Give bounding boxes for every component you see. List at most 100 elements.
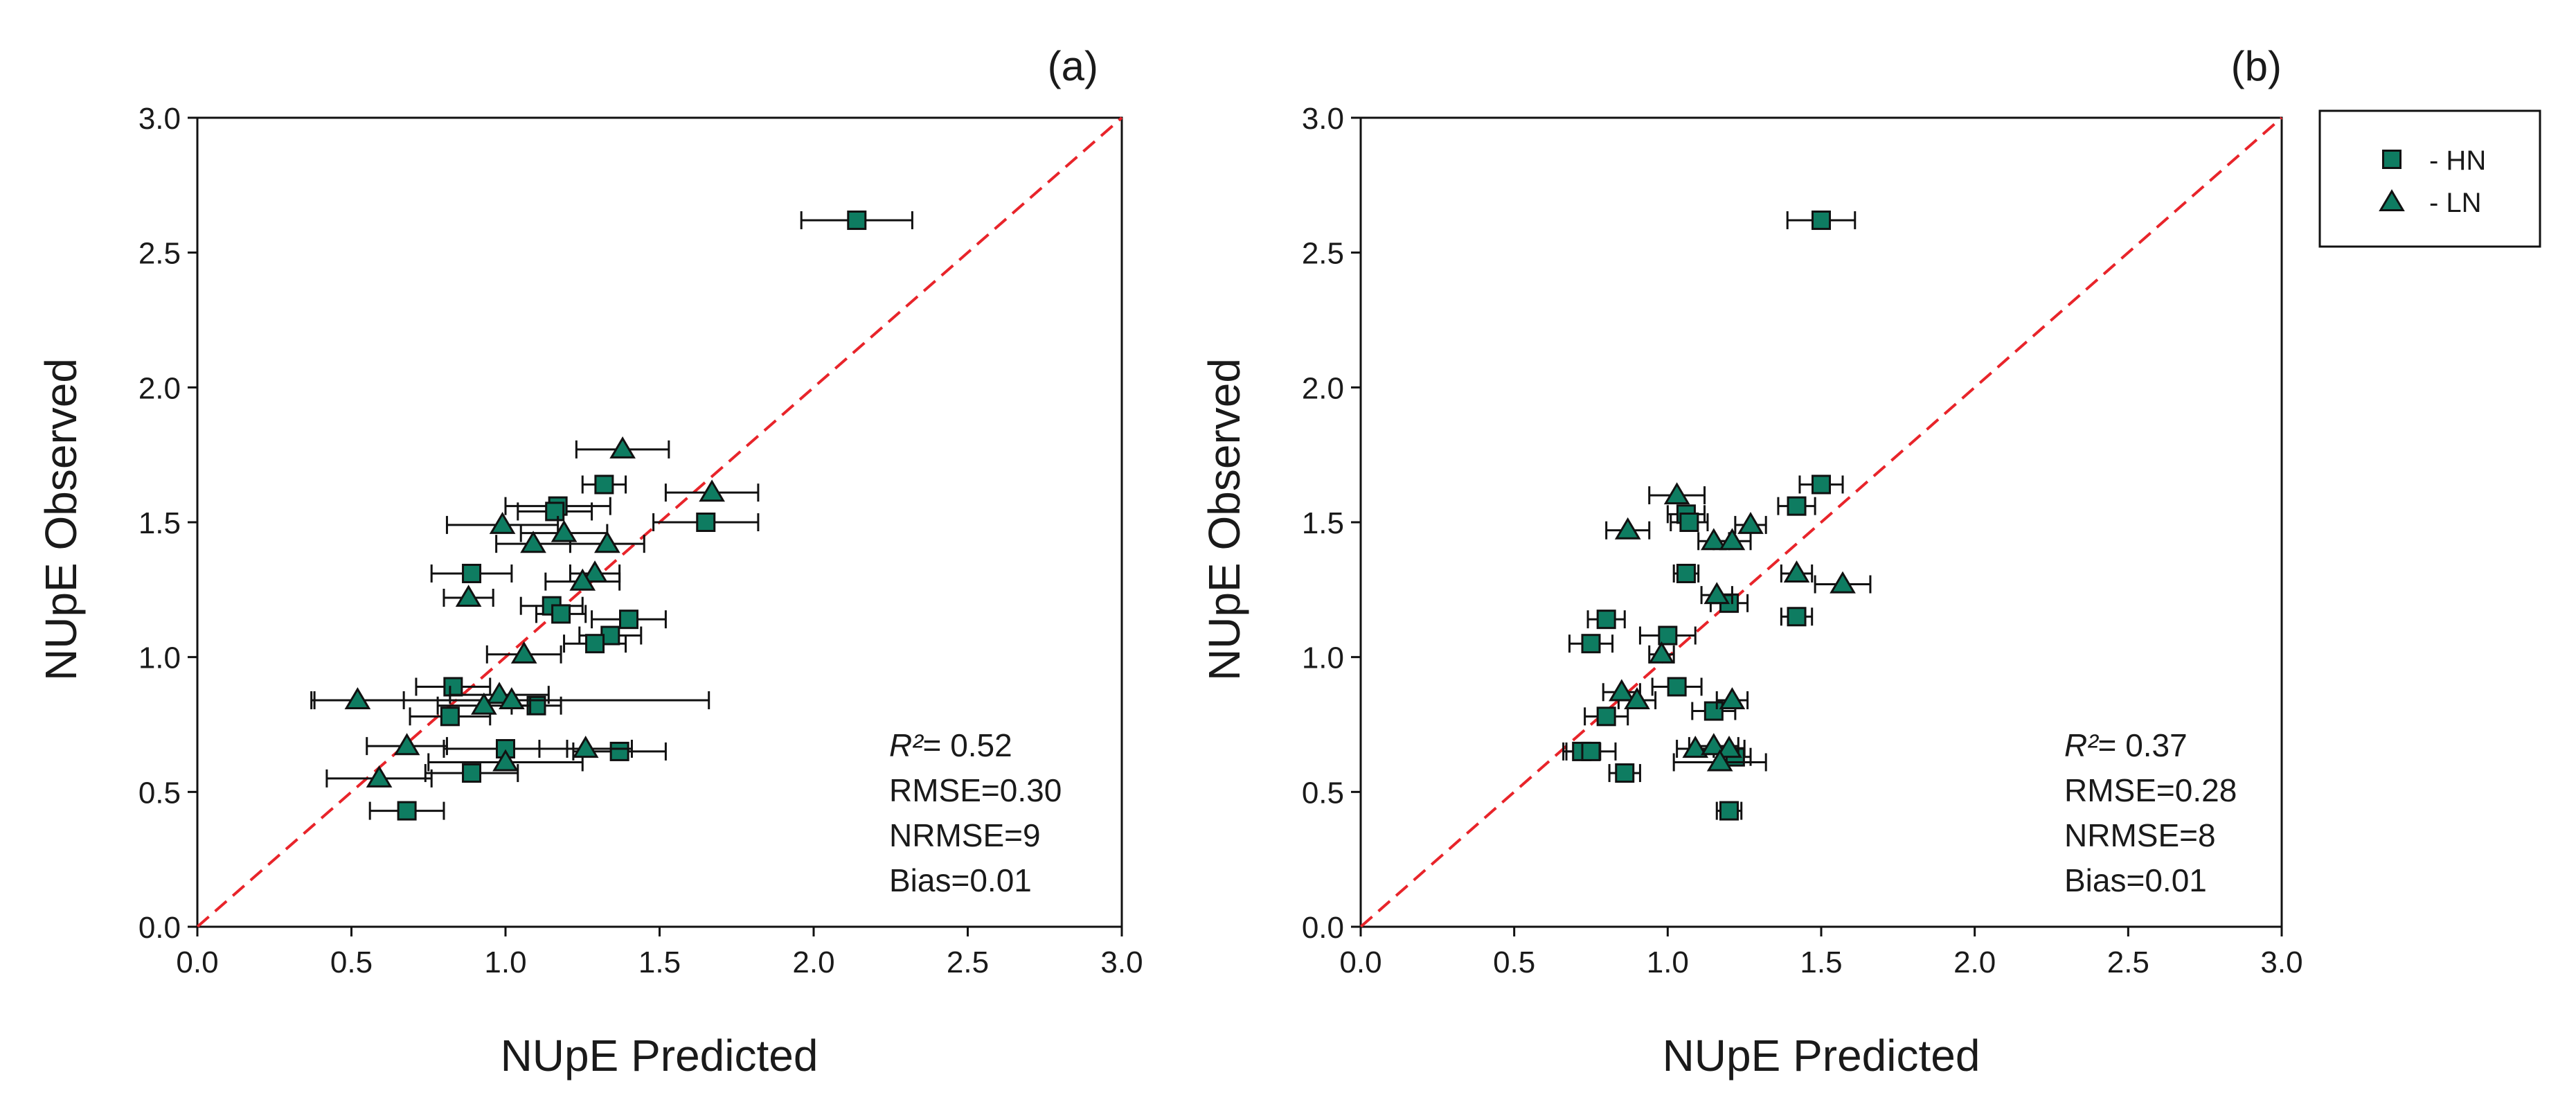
panel-b-y-tick-label: 2.5	[1302, 237, 1344, 271]
panel-a-ln-point	[492, 749, 519, 772]
panel-b-x-axis-title: NUpE Predicted	[1663, 1031, 1980, 1081]
panel-b-y-axis-title: NUpE Observed	[1199, 358, 1249, 681]
panel-b-hn-point	[1667, 677, 1687, 697]
panel-b-plot-area	[1359, 116, 2283, 928]
panel-a-hn-point	[609, 741, 629, 761]
panel-b-y-tick-label: 3.0	[1302, 102, 1344, 136]
panel-a-hn-point	[847, 210, 867, 230]
panel-a-plot-area	[196, 116, 1123, 928]
panel-b-series-ln	[1602, 482, 1872, 772]
panel-b-ln-point	[1783, 560, 1810, 583]
panel-a-r2: R²= 0.52	[889, 727, 1012, 763]
panel-b-ln-point	[1719, 528, 1746, 551]
panel-b-one-to-one-line	[1359, 116, 2283, 928]
panel-b-y-tick-label: 1.0	[1302, 641, 1344, 675]
legend-box	[2318, 109, 2541, 248]
panel-a-y-tick-label: 0.5	[138, 776, 181, 810]
panel-b-rmse: RMSE=0.28	[2064, 772, 2237, 808]
panel-a-series-ln	[310, 436, 760, 788]
panel-b-r2: R²= 0.37	[2064, 727, 2188, 763]
panel-b-x-tick-label: 1.5	[1800, 945, 1842, 979]
legend: - HN - LN	[2318, 109, 2541, 248]
panel-a-x-axis-title: NUpE Predicted	[501, 1031, 819, 1081]
panel-b-x-tick-label: 2.0	[1953, 945, 1996, 979]
panel-a-ln-point	[609, 436, 636, 459]
panel-b-ln-point	[1719, 687, 1746, 710]
panel-b-ln-point	[1624, 687, 1650, 710]
panel-b-ln-point	[1609, 679, 1635, 702]
panel-b-hn-point	[1787, 607, 1807, 627]
panel-a-stats: R²= 0.52 RMSE=0.30 NRMSE=9 Bias=0.01	[889, 727, 1062, 898]
panel-a-y-tick-label: 1.0	[138, 641, 181, 675]
panel-b-y-tick-label: 1.5	[1302, 506, 1344, 540]
panel-a-hn-point	[443, 677, 463, 697]
panel-b-ln-point	[1703, 582, 1730, 605]
panel-a: (a) NUpE Observed NUpE Predicted R²= 0.5…	[36, 43, 1143, 1081]
panel-b-label: (b)	[2231, 43, 2282, 89]
panel-b-ln-point	[1701, 733, 1727, 756]
panel-a-hn-point	[619, 610, 638, 630]
legend-triangle-marker	[2379, 189, 2405, 212]
panel-a-ln-point	[569, 568, 596, 591]
panel-a-x-tick-label: 2.5	[947, 945, 989, 979]
panel-a-axes: 0.0 0.5 1.0 1.5 2.0 2.5 3.0 0.0 0.5 1.0 1.5 2.0 2.5 3…	[138, 102, 1143, 979]
panel-a-rmse: RMSE=0.30	[889, 772, 1062, 808]
panel-a-y-tick-label: 3.0	[138, 102, 181, 136]
panel-a-ln-point	[594, 531, 620, 553]
panel-b-y-tick-label: 2.0	[1302, 371, 1344, 405]
panel-b-r2-label: R²	[2064, 727, 2099, 763]
panel-a-y-tick-label: 1.5	[138, 506, 181, 540]
panel-a-ln-point	[455, 585, 482, 607]
panel-a-ln-point	[486, 682, 512, 704]
panel-b-nrmse: NRMSE=8	[2064, 817, 2216, 853]
panel-b-hn-point	[1596, 706, 1616, 727]
panel-a-ln-point	[551, 519, 578, 542]
panel-a-hn-point	[696, 513, 716, 532]
panel-a-ln-point	[489, 512, 516, 534]
panel-a-bias: Bias=0.01	[889, 862, 1032, 898]
panel-a-ln-point	[393, 733, 420, 756]
panel-a-x-tick-label: 2.0	[792, 945, 834, 979]
panel-b: (b) NUpE Observed NUpE Predicted R²= 0.3…	[1199, 43, 2303, 1081]
panel-b-hn-point	[1812, 474, 1831, 495]
legend-hn-label: - HN	[2429, 145, 2486, 176]
panel-a-hn-point	[594, 474, 614, 495]
panel-b-ln-point	[1663, 482, 1690, 505]
panel-a-y-tick-label: 2.5	[138, 237, 181, 271]
panel-b-x-tick-label: 0.0	[1339, 945, 1381, 979]
panel-b-ln-point	[1830, 571, 1856, 594]
panel-a-ln-point	[499, 687, 525, 710]
panel-a-ln-point	[344, 687, 371, 710]
panel-b-hn-point	[1812, 210, 1831, 230]
legend-hn-marker	[2382, 150, 2401, 169]
panel-a-nrmse: NRMSE=9	[889, 817, 1041, 853]
panel-b-hn-point	[1596, 610, 1616, 630]
panel-a-ln-point	[520, 531, 546, 553]
legend-square-marker	[2382, 150, 2401, 169]
panel-a-ln-point	[510, 641, 537, 664]
panel-a-y-tick-label: 0.0	[138, 911, 181, 945]
panel-b-axes: 0.0 0.5 1.0 1.5 2.0 2.5 3.0 0.0 0.5 1.0 1.5 2.0 2.5 3…	[1302, 102, 2303, 979]
panel-a-ln-point	[699, 479, 725, 502]
panel-a-x-tick-label: 1.5	[638, 945, 681, 979]
panel-b-x-tick-label: 0.5	[1493, 945, 1535, 979]
legend-ln-label: - LN	[2429, 188, 2482, 218]
panel-b-r2-value: = 0.37	[2098, 727, 2188, 763]
panel-b-ln-point	[1614, 517, 1641, 540]
panel-b-hn-point	[1703, 701, 1724, 721]
panel-a-hn-point	[462, 563, 482, 583]
panel-b-ln-point	[1701, 528, 1727, 551]
panel-b-x-tick-label: 1.0	[1647, 945, 1689, 979]
panel-a-hn-point	[462, 763, 482, 783]
panel-b-x-tick-label: 2.5	[2107, 945, 2149, 979]
panel-b-hn-point	[1581, 634, 1601, 654]
panel-a-r2-value: = 0.52	[923, 727, 1012, 763]
panel-a-x-tick-label: 0.5	[330, 945, 373, 979]
panel-a-hn-point	[585, 634, 605, 654]
panel-a-hn-point	[397, 801, 417, 821]
panel-a-y-axis-title: NUpE Observed	[36, 358, 86, 681]
panel-b-ln-point	[1682, 736, 1709, 758]
panel-b-y-tick-label: 0.5	[1302, 776, 1344, 810]
panel-a-label: (a)	[1048, 43, 1098, 89]
panel-a-ln-point	[572, 736, 599, 758]
